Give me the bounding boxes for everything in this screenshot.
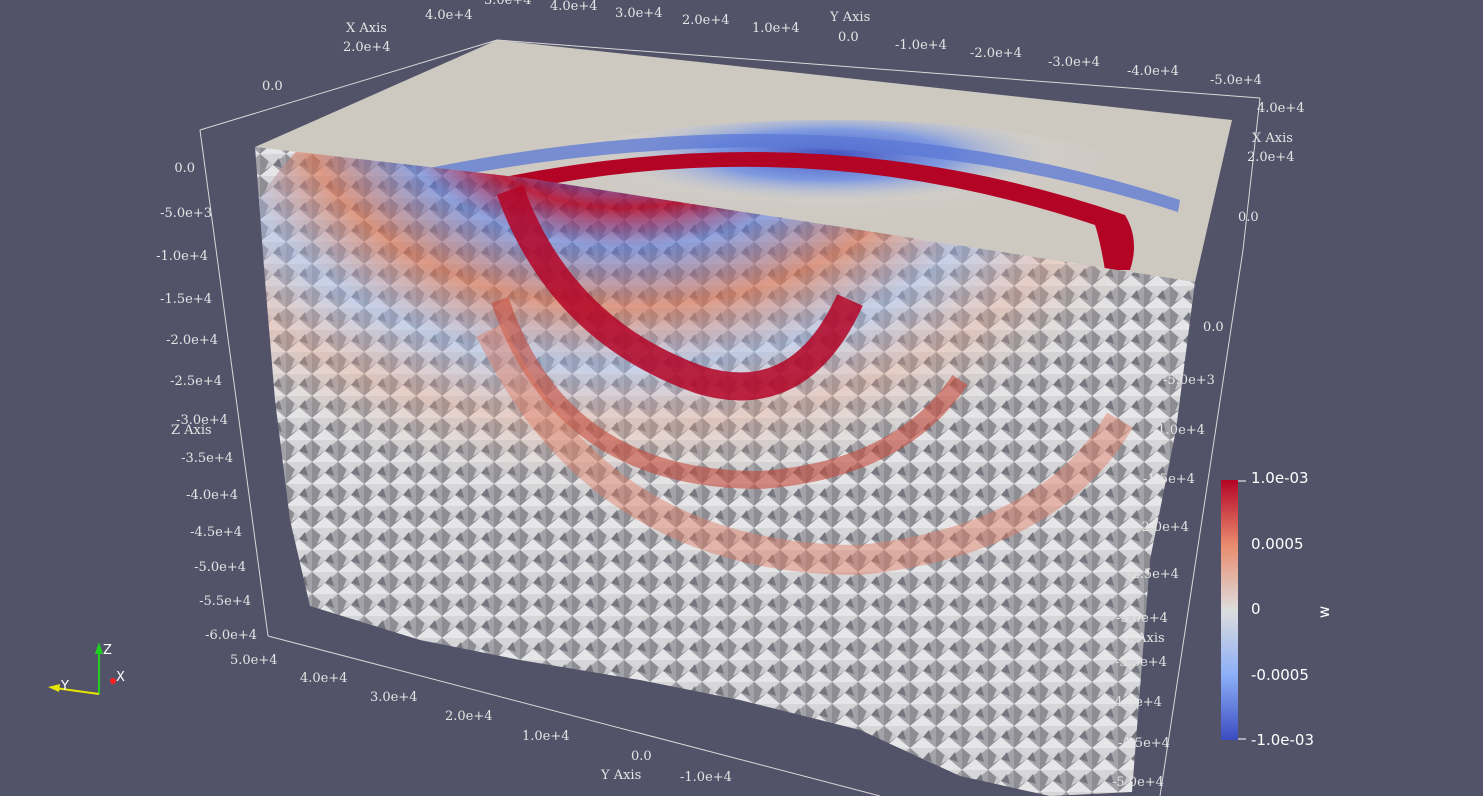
top-y-tick: 4.0e+4 — [550, 0, 598, 14]
left-z-tick: -2.0e+4 — [166, 333, 218, 348]
top-left-x-tick: 4.0e+4 — [425, 8, 473, 23]
orientation-axes-widget[interactable]: Z Y X — [48, 642, 125, 695]
colorbar-label: 0 — [1251, 600, 1261, 618]
left-z-tick: -6.0e+4 — [205, 628, 257, 643]
bottom-y-tick: 4.0e+4 — [300, 671, 348, 686]
top-y-tick: 3.0e+4 — [484, 0, 532, 8]
right-z-tick: -2.5e+4 — [1127, 567, 1179, 582]
left-z-tick: -5.0e+4 — [194, 560, 246, 575]
top-y-tick: 3.0e+4 — [615, 6, 663, 21]
axis-tick-labels: X Axis Y Axis X Axis Z Axis Z Axis Y Axis 3.0e… — [156, 0, 1304, 790]
left-z-tick: -3.5e+4 — [181, 451, 233, 466]
x-axis-title-top: X Axis — [346, 21, 387, 36]
top-y-tick: 0.0 — [838, 30, 859, 45]
top-left-x-tick: 2.0e+4 — [343, 40, 391, 55]
y-axis-title-top: Y Axis — [829, 10, 870, 25]
top-y-tick: -3.0e+4 — [1048, 55, 1100, 70]
right-x-tick: 0.0 — [1238, 210, 1259, 225]
colorbar-label: 1.0e-03 — [1251, 469, 1309, 487]
orientation-y-label: Y — [60, 679, 69, 694]
left-z-tick: -1.0e+4 — [156, 249, 208, 264]
x-arrow-icon — [110, 678, 116, 684]
top-y-tick: -4.0e+4 — [1127, 64, 1179, 79]
right-z-tick: -3.5e+4 — [1115, 655, 1167, 670]
colorbar-gradient — [1221, 480, 1238, 740]
right-x-tick: 2.0e+4 — [1247, 150, 1295, 165]
right-z-tick: -3.0e+4 — [1116, 611, 1168, 626]
colorbar-label: -1.0e-03 — [1251, 731, 1314, 749]
right-x-tick: 4.0e+4 — [1257, 101, 1305, 116]
right-z-tick: -1.0e+4 — [1153, 423, 1205, 438]
right-z-tick: 0.0 — [1203, 320, 1224, 335]
top-y-tick: -5.0e+4 — [1210, 73, 1262, 88]
bottom-y-tick: -1.0e+4 — [680, 770, 732, 785]
left-z-tick: -5.5e+4 — [199, 594, 251, 609]
bottom-y-tick: 2.0e+4 — [445, 709, 493, 724]
left-z-tick: -4.5e+4 — [190, 525, 242, 540]
left-z-tick: -2.5e+4 — [170, 374, 222, 389]
orientation-x-label: X — [116, 670, 125, 685]
colorbar-title: w — [1315, 606, 1333, 618]
left-z-tick: -1.5e+4 — [160, 292, 212, 307]
bottom-y-tick: 0.0 — [631, 749, 652, 764]
top-face-red-front — [490, 152, 1134, 270]
colorbar-label: -0.0005 — [1251, 666, 1309, 684]
left-z-tick: 0.0 — [174, 161, 195, 176]
top-left-x-tick: 0.0 — [262, 79, 283, 94]
right-z-tick: -4.0e+4 — [1110, 695, 1162, 710]
colorbar: 1.0e-03 0.0005 0 -0.0005 -1.0e-03 w — [1221, 469, 1333, 749]
top-y-tick: -1.0e+4 — [895, 38, 947, 53]
top-face-blue-ring — [420, 133, 1180, 212]
right-z-tick: -4.5e+4 — [1118, 736, 1170, 751]
bottom-y-tick: 3.0e+4 — [370, 690, 418, 705]
orientation-z-label: Z — [103, 643, 112, 658]
left-z-tick: -4.0e+4 — [186, 488, 238, 503]
left-z-tick: -3.0e+4 — [176, 413, 228, 428]
right-z-tick: -5.0e+3 — [1163, 373, 1215, 388]
z-axis-title-left: Z Axis — [171, 423, 212, 438]
bottom-y-tick: 5.0e+4 — [230, 653, 278, 668]
x-axis-title-right: X Axis — [1252, 131, 1293, 146]
right-z-tick: -1.5e+4 — [1143, 472, 1195, 487]
right-z-tick: -2.0e+4 — [1137, 520, 1189, 535]
axis-grid-box — [199, 39, 1261, 796]
top-y-tick: -2.0e+4 — [970, 46, 1022, 61]
top-y-tick: 2.0e+4 — [682, 13, 730, 28]
bottom-y-tick: 1.0e+4 — [522, 729, 570, 744]
colorbar-label: 0.0005 — [1251, 535, 1304, 553]
left-z-tick: -5.0e+3 — [160, 206, 212, 221]
y-axis-title-bottom: Y Axis — [600, 768, 641, 783]
z-axis-title-right: Z Axis — [1124, 631, 1165, 646]
right-z-tick: -5.0e+4 — [1112, 775, 1164, 790]
y-arrow-icon — [48, 684, 60, 692]
top-y-tick: 1.0e+4 — [752, 21, 800, 36]
z-arrow-icon — [95, 642, 103, 654]
